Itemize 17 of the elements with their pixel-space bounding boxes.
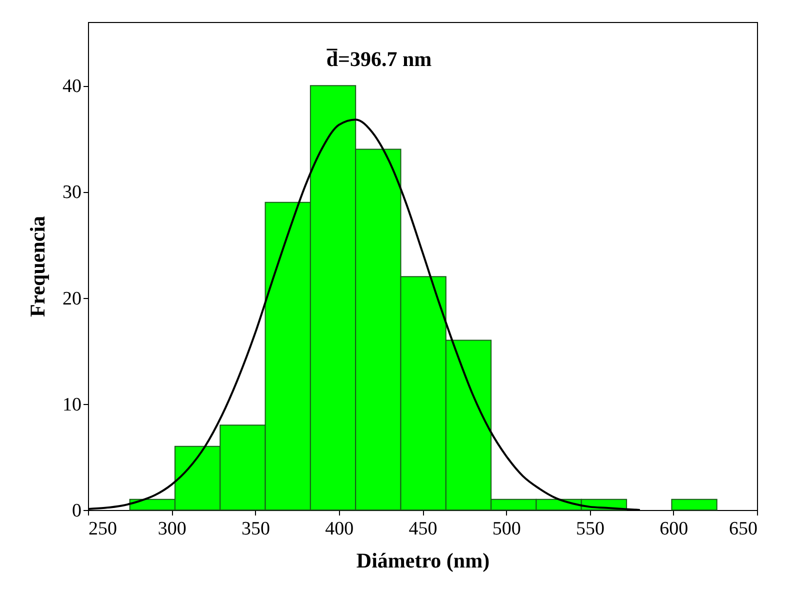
annotation: d̅=396.7 nm xyxy=(326,47,432,71)
x-tick-label: 600 xyxy=(660,518,688,540)
x-tick-label: 300 xyxy=(158,518,186,540)
x-tick-label: 250 xyxy=(88,518,117,540)
y-tick-label: 40 xyxy=(62,76,82,98)
x-tick-label: 650 xyxy=(729,518,758,540)
y-tick-label: 30 xyxy=(62,182,82,204)
x-tick-label: 450 xyxy=(408,518,438,540)
x-tick-label: 400 xyxy=(325,518,354,540)
x-tick-label: 350 xyxy=(242,518,270,540)
y-tick-label: 20 xyxy=(62,288,82,310)
x-axis-title: Diámetro (nm) xyxy=(356,548,490,572)
y-axis-title: Frequencia xyxy=(26,215,50,318)
y-tick-label: 0 xyxy=(72,500,82,522)
x-tick-label: 500 xyxy=(492,518,521,540)
x-tick-label: 550 xyxy=(576,518,604,540)
y-tick-label: 10 xyxy=(62,394,82,416)
